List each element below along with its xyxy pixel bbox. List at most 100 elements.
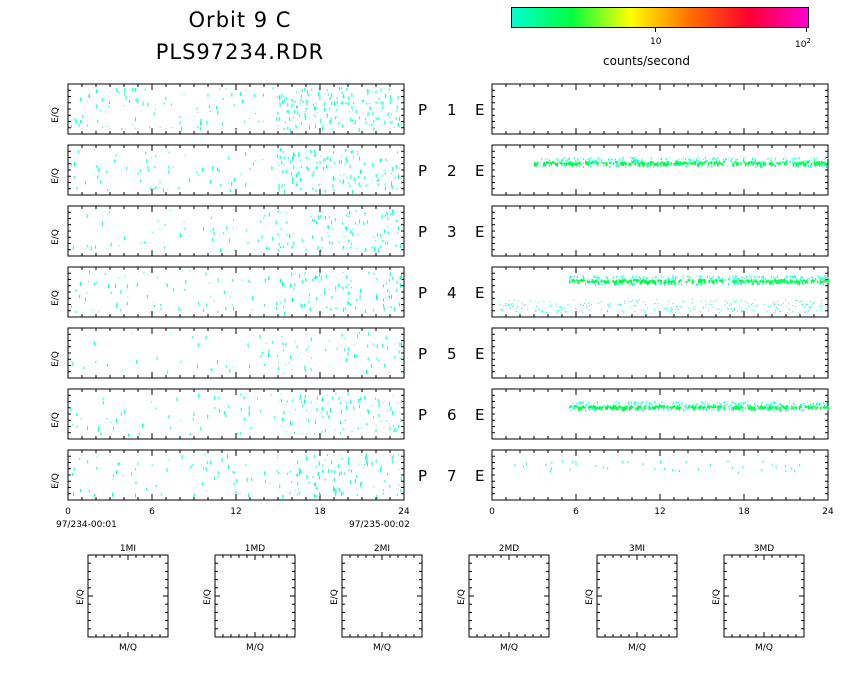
- left-panel-6-mark: [280, 393, 282, 395]
- band-2-mark: [715, 161, 717, 164]
- band-6-noise: [803, 409, 805, 411]
- band-2-noise: [771, 160, 773, 162]
- left-panel-1-mark: [82, 115, 84, 118]
- band-4-noise: [632, 276, 633, 278]
- left-panel-5-mark: [221, 332, 222, 334]
- left-panel-4-mark: [318, 281, 320, 283]
- band-2-noise: [682, 157, 684, 159]
- band-4-mark: [680, 279, 682, 282]
- band-2-noise: [541, 158, 543, 160]
- left-panel-6-mark: [200, 426, 202, 431]
- band-4-noise: [575, 279, 577, 281]
- row-label-e-1: E: [475, 101, 484, 119]
- left-panel-2-mark: [172, 166, 174, 168]
- left-panel-1-mark: [312, 103, 314, 106]
- band-6-noise: [714, 404, 716, 406]
- band-2-noise: [726, 165, 728, 167]
- left-panel-6-mark: [360, 397, 362, 401]
- band-2-mark: [764, 162, 766, 166]
- band-4-low-mark: [670, 310, 672, 312]
- left-panel-4-mark: [383, 303, 385, 308]
- band-2-mark: [752, 161, 754, 166]
- row-label-p-7: P: [418, 467, 427, 485]
- left-panel-4-mark: [120, 290, 122, 294]
- band-6-noise: [667, 406, 669, 409]
- left-panel-6-mark: [391, 410, 393, 415]
- left-panel-7-mark: [181, 455, 183, 459]
- band-2-mark: [534, 162, 536, 166]
- band-4-noise: [605, 275, 607, 278]
- band-4-low-mark: [806, 303, 808, 305]
- band-4-noise: [572, 278, 574, 280]
- left-panel-2-mark: [292, 182, 294, 184]
- band-4-noise: [759, 282, 760, 285]
- left-panel-1-mark: [330, 117, 332, 122]
- left-panel-1-mark: [329, 97, 331, 100]
- left-panel-6-mark: [338, 397, 340, 401]
- left-panel-7-mark: [203, 454, 205, 456]
- left-panel-4-mark: [345, 285, 347, 289]
- left-panel-6-mark: [197, 422, 199, 424]
- band-2-noise: [582, 166, 584, 168]
- left-panel-1-mark: [153, 112, 155, 116]
- band-4-mark: [618, 279, 620, 284]
- left-panel-4-mark: [241, 279, 243, 281]
- band-4-noise: [646, 277, 648, 279]
- band-4-low-mark: [777, 308, 779, 310]
- left-panel-2-mark: [298, 152, 300, 157]
- left-panel-4-mark: [326, 306, 328, 309]
- left-panel-7-mark: [168, 459, 170, 461]
- band-4-noise: [696, 283, 698, 286]
- band-6-mark: [632, 406, 634, 409]
- band-6-mark: [660, 405, 662, 409]
- band-2-noise: [796, 158, 798, 160]
- left-panel-3-mark: [140, 243, 142, 245]
- left-xtick-24: 24: [398, 507, 410, 517]
- left-panel-1-mark: [338, 122, 340, 125]
- left-ylabel-4: E/Q: [51, 290, 61, 306]
- left-panel-1-mark: [262, 93, 264, 97]
- left-panel-2-mark: [340, 155, 342, 157]
- band-2-noise: [789, 161, 791, 163]
- band-4-noise: [677, 283, 679, 285]
- band-6-noise: [594, 409, 596, 412]
- left-panel-6-mark: [87, 426, 88, 431]
- left-panel-1-mark: [309, 125, 310, 130]
- band-4-low-mark: [623, 311, 625, 313]
- left-panel-5-mark: [197, 343, 199, 348]
- left-panel-1-mark: [397, 122, 399, 127]
- band-2-mark: [685, 162, 687, 165]
- small-panel-title-3MI: 3MI: [629, 544, 645, 554]
- left-panel-7-mark: [341, 457, 343, 460]
- band-4-low-mark: [515, 311, 517, 313]
- band-2-noise: [643, 165, 645, 168]
- left-panel-6-mark: [398, 426, 400, 428]
- left-panel-3-mark: [342, 246, 344, 250]
- left-panel-4-mark: [335, 291, 337, 293]
- band-6-noise: [713, 408, 714, 410]
- left-panel-1-mark: [318, 88, 320, 91]
- left-panel-2-mark: [349, 184, 351, 187]
- band-4-noise: [739, 283, 741, 285]
- right-panel-4: [491, 266, 829, 318]
- left-panel-1-mark: [329, 107, 331, 110]
- band-6-mark: [656, 405, 658, 408]
- band-2-noise: [782, 161, 784, 163]
- left-panel-1-mark: [327, 93, 329, 96]
- band-2-noise: [641, 160, 642, 162]
- left-panel-1-mark: [375, 90, 377, 94]
- band-4-noise: [607, 277, 608, 280]
- band-4-low-mark: [757, 312, 759, 314]
- band-2-noise: [666, 158, 668, 161]
- left-panel-2-mark: [318, 183, 320, 186]
- band-4-mark: [674, 280, 676, 285]
- right-panel-7-mark: [664, 467, 666, 470]
- left-panel-7-mark: [279, 484, 281, 489]
- band-2-noise: [729, 160, 731, 162]
- band-2-noise: [702, 159, 704, 161]
- band-2-mark: [639, 162, 641, 167]
- right-xtick-0: 0: [489, 507, 495, 517]
- left-panel-4-mark: [181, 270, 183, 272]
- left-panel-1-mark: [320, 118, 322, 123]
- left-panel-2-mark: [359, 169, 361, 171]
